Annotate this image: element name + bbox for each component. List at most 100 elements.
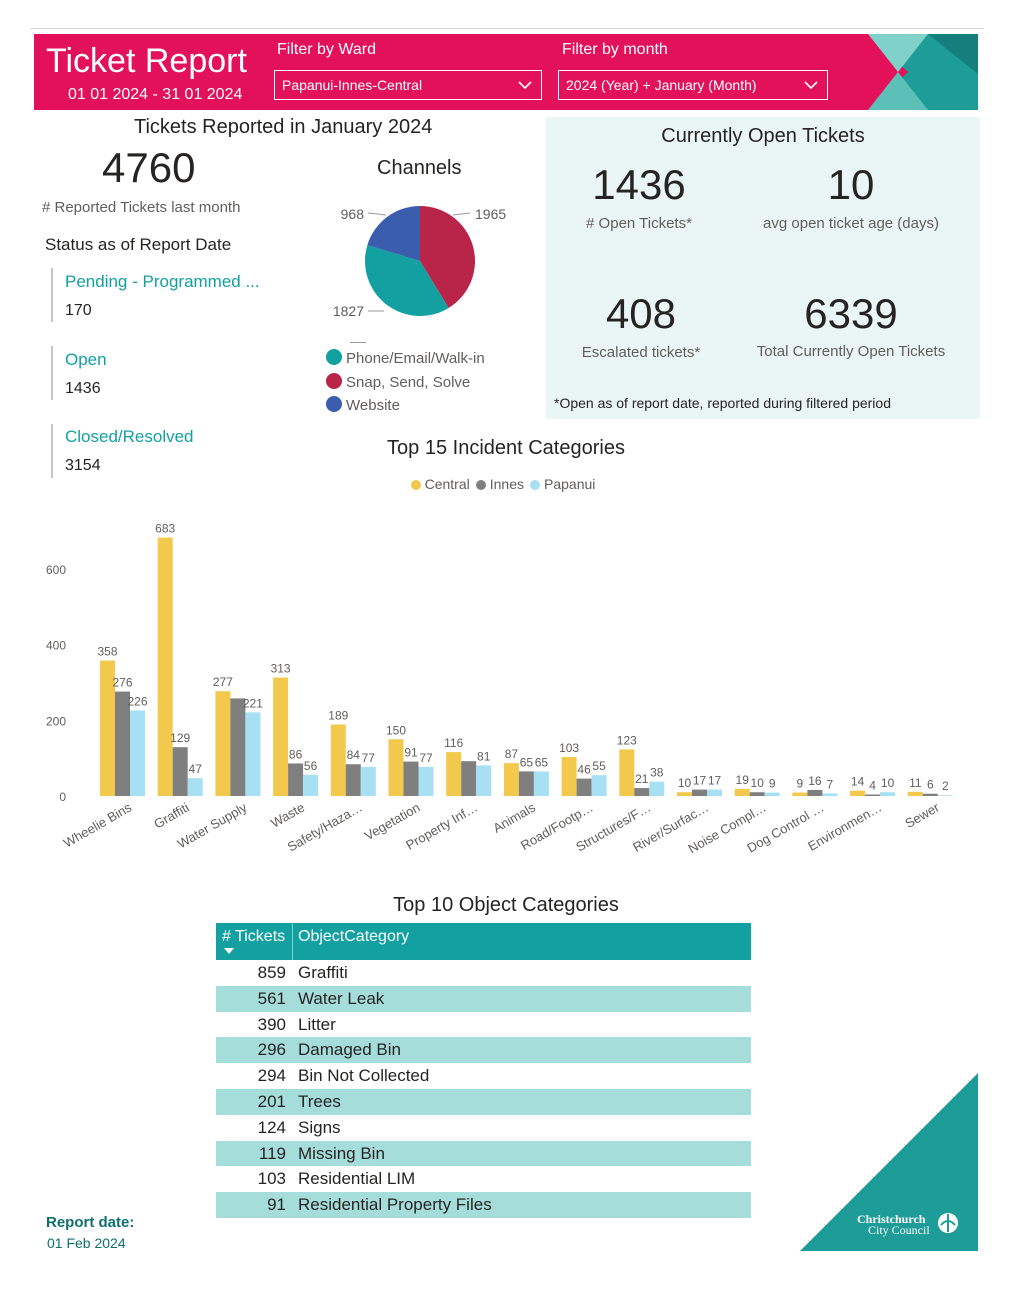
bar-central[interactable] (850, 790, 866, 796)
table-row[interactable]: 390 Litter (216, 1012, 751, 1038)
table-row[interactable]: 859 Graffiti (216, 960, 751, 986)
month-filter-dropdown[interactable]: 2024 (Year) + January (Month) (558, 70, 828, 100)
bar-value-label: 358 (97, 645, 117, 659)
table-row[interactable]: 103 Residential LIM (216, 1166, 751, 1192)
bar-papanui[interactable] (303, 774, 319, 796)
channels-legend-item[interactable]: Phone/Email/Walk-in (326, 349, 485, 373)
bar-papanui[interactable] (707, 789, 722, 796)
bar-papanui[interactable] (533, 771, 549, 796)
bar-central[interactable] (619, 749, 635, 796)
bar-central[interactable] (330, 724, 346, 796)
bar-central[interactable] (907, 791, 923, 796)
bar-innes[interactable] (403, 761, 419, 796)
bar-papanui[interactable] (245, 712, 261, 796)
bar-innes[interactable] (807, 789, 823, 796)
bar-papanui[interactable] (418, 766, 434, 796)
bar-innes[interactable] (749, 792, 765, 796)
bar-papanui[interactable] (476, 765, 492, 796)
table-row[interactable]: 296 Damaged Bin (216, 1037, 751, 1064)
status-title: Status as of Report Date (45, 235, 232, 254)
bar-value-label: 47 (189, 762, 203, 776)
sort-descending-icon[interactable] (224, 948, 234, 955)
bar-value-label: 77 (419, 751, 433, 765)
chevron-down-icon (518, 81, 532, 90)
pie-slice-snap-send-solve[interactable] (420, 206, 475, 308)
pie-value-label: 968 (341, 206, 365, 222)
ticket-count-cell: 296 (257, 1040, 286, 1060)
bar-value-label: 2 (942, 779, 949, 793)
bar-innes[interactable] (576, 778, 592, 796)
bar-legend-item[interactable]: Innes (475, 476, 524, 492)
bar-papanui[interactable] (937, 795, 953, 796)
bar-legend-item[interactable]: Papanui (530, 476, 595, 492)
table-row[interactable]: 561 Water Leak (216, 985, 751, 1012)
bar-innes[interactable] (634, 788, 650, 796)
bar-innes[interactable] (172, 747, 188, 796)
top-divider (30, 28, 984, 29)
bar-central[interactable] (561, 757, 577, 796)
bar-papanui[interactable] (822, 793, 838, 796)
report-date-value: 01 Feb 2024 (47, 1235, 126, 1251)
open-count-caption: # Open Tickets* (586, 215, 692, 232)
bar-central[interactable] (677, 792, 692, 796)
bar-value-label: 276 (112, 676, 132, 690)
bar-innes[interactable] (692, 789, 707, 796)
bar-central[interactable] (503, 763, 519, 796)
pie-slice-website[interactable] (367, 206, 420, 261)
bar-central[interactable] (734, 788, 750, 796)
bar-value-label: 7 (827, 777, 834, 791)
x-category-label: Animals (490, 799, 538, 835)
table-row[interactable]: 294 Bin Not Collected (216, 1063, 751, 1089)
legend-divider (350, 342, 366, 343)
bar-papanui[interactable] (130, 710, 145, 796)
table-row[interactable]: 124 Signs (216, 1115, 751, 1141)
bar-innes[interactable] (288, 763, 304, 796)
bar-innes[interactable] (865, 794, 881, 796)
bar-papanui[interactable] (591, 775, 607, 796)
bar-papanui[interactable] (649, 781, 665, 796)
bar-innes[interactable] (461, 761, 477, 796)
bar-innes[interactable] (922, 793, 938, 796)
bar-innes[interactable] (518, 771, 534, 796)
bar-innes[interactable] (115, 691, 130, 796)
month-filter-value: 2024 (Year) + January (Month) (566, 77, 757, 93)
bar-value-label: 17 (693, 774, 707, 788)
bar-legend-item[interactable]: Central (410, 476, 470, 492)
bar-central[interactable] (273, 677, 289, 796)
bar-papanui[interactable] (187, 778, 203, 796)
channels-pie-chart: 1965 968 1827 (333, 206, 506, 319)
bar-central[interactable] (215, 691, 231, 796)
bar-central[interactable] (388, 739, 404, 796)
bar-innes[interactable] (345, 764, 361, 796)
bar-value-label: 189 (328, 708, 348, 722)
channels-legend-item[interactable]: Website (326, 396, 485, 420)
table-row[interactable]: 119 Missing Bin (216, 1140, 751, 1167)
bar-papanui[interactable] (764, 792, 780, 796)
status-value-open: 1436 (65, 380, 101, 397)
ticket-count-cell: 294 (257, 1066, 286, 1086)
pie-slice-phone-email-walk-in[interactable] (365, 245, 449, 316)
bar-innes[interactable] (230, 698, 246, 796)
bar-central[interactable] (792, 792, 808, 796)
bar-papanui[interactable] (360, 766, 376, 796)
ward-filter-value: Papanui-Innes-Central (282, 77, 423, 93)
reported-count: 4760 (102, 144, 196, 191)
bar-papanui[interactable] (880, 792, 896, 796)
table-row[interactable]: 91 Residential Property Files (216, 1192, 751, 1218)
total-open-caption: Total Currently Open Tickets (756, 343, 946, 360)
bar-central[interactable] (157, 537, 173, 796)
ward-filter-dropdown[interactable]: Papanui-Innes-Central (274, 70, 542, 100)
avg-age: 10 (827, 161, 875, 208)
bar-value-label: 87 (505, 747, 519, 761)
legend-label: Website (346, 397, 400, 414)
col-header-category[interactable]: ObjectCategory (298, 928, 410, 945)
bar-central[interactable] (100, 660, 115, 796)
y-tick-label: 400 (46, 639, 66, 653)
table-row[interactable]: 201 Trees (216, 1088, 751, 1115)
x-category-label: Sewer (902, 799, 942, 831)
channels-legend-item[interactable]: Snap, Send, Solve (326, 372, 485, 397)
bar-central[interactable] (446, 752, 462, 796)
corner-triangle (800, 1073, 978, 1251)
col-header-tickets[interactable]: # Tickets (222, 928, 286, 945)
bar-value-label: 123 (617, 733, 637, 747)
